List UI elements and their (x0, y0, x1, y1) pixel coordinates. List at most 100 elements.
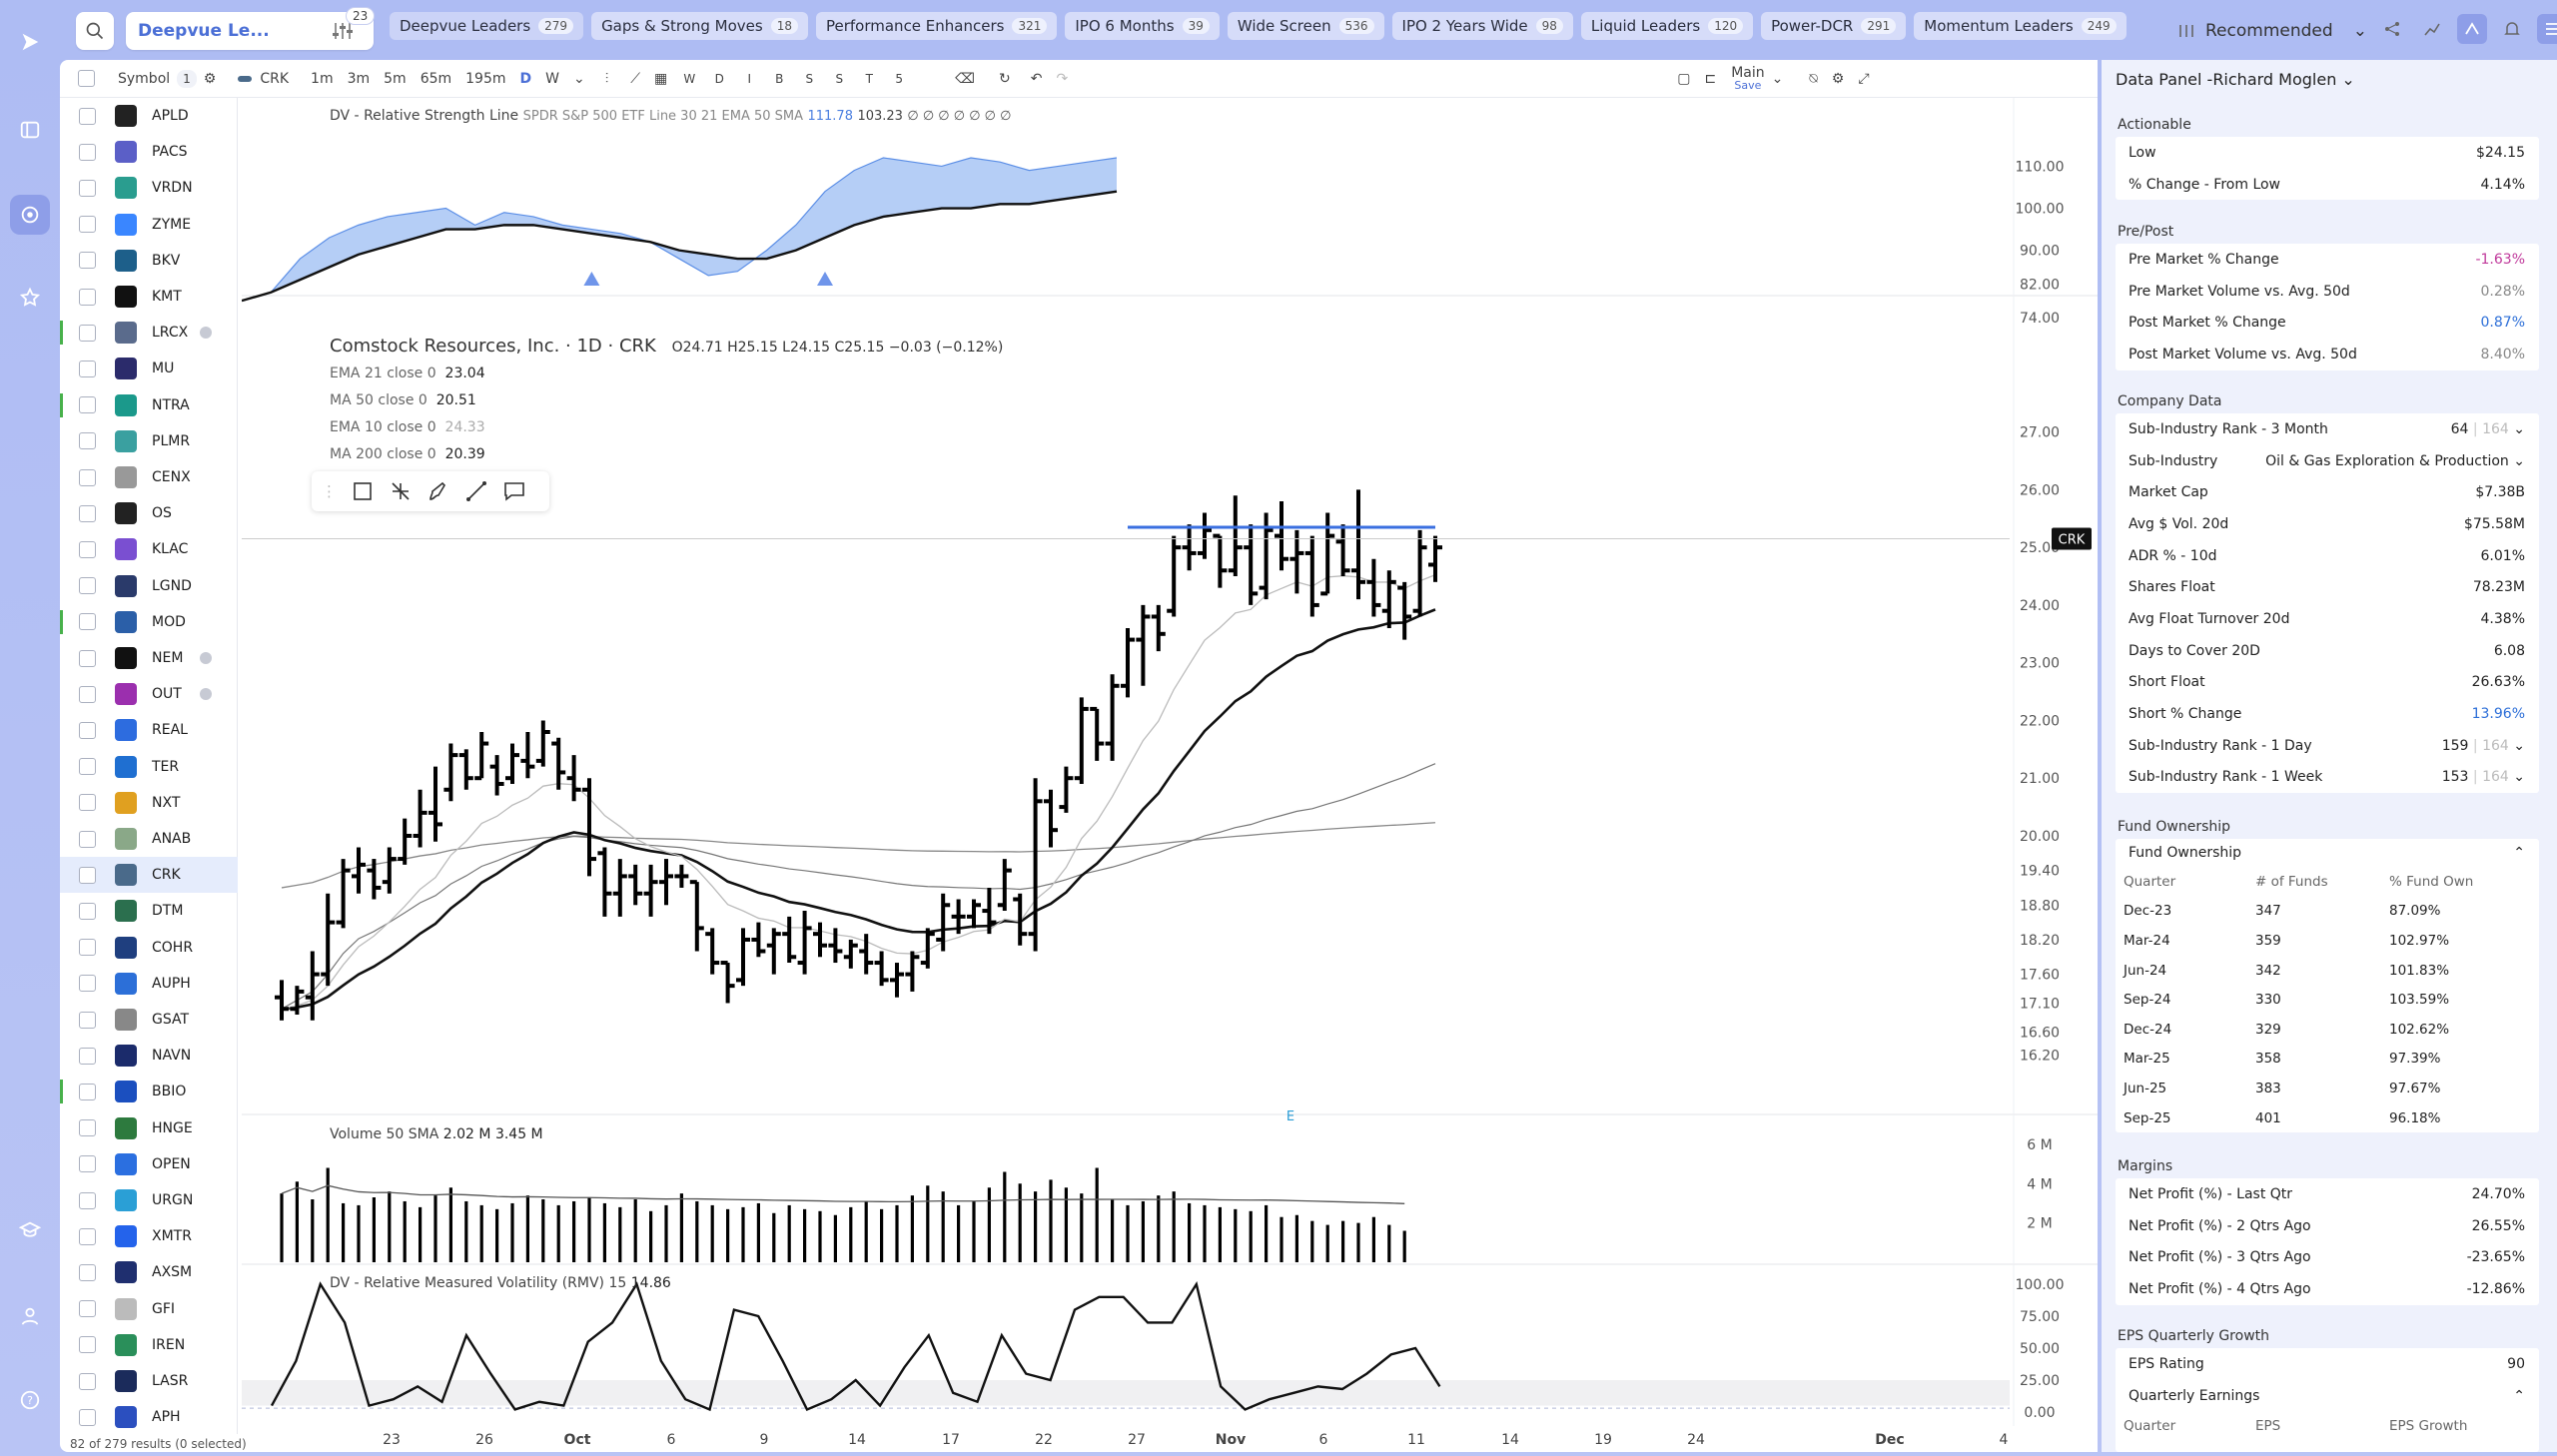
row-checkbox[interactable] (79, 324, 96, 342)
list-item[interactable]: OUT (60, 676, 238, 712)
list-item[interactable]: APLD (60, 98, 238, 134)
row-checkbox[interactable] (79, 1191, 96, 1209)
row-checkbox[interactable] (79, 143, 96, 161)
list-item[interactable]: TER (60, 749, 238, 785)
period-button[interactable]: I (747, 71, 752, 86)
row-checkbox[interactable] (79, 649, 96, 667)
sort-selector[interactable]: Recommended ⌄ (2177, 12, 2367, 50)
tab-power-dcr[interactable]: Power-DCR 291 (1761, 12, 1907, 40)
row-checkbox[interactable] (79, 1408, 96, 1426)
redo-icon[interactable]: ↷ (1056, 70, 1069, 87)
period-button[interactable]: S (805, 71, 814, 86)
interval-button[interactable]: 5m (384, 70, 407, 87)
tab-ipo-6-months[interactable]: IPO 6 Months 39 (1065, 12, 1220, 40)
play-logo-icon[interactable] (10, 22, 50, 62)
list-item[interactable]: ZYME (60, 207, 238, 243)
row-checkbox[interactable] (79, 685, 96, 703)
list-item[interactable]: APH (60, 1399, 238, 1435)
row-checkbox[interactable] (79, 252, 96, 270)
list-item[interactable]: DTM (60, 893, 238, 929)
list-item[interactable]: GSAT (60, 1002, 238, 1038)
list-view-icon[interactable] (2537, 14, 2557, 44)
list-item[interactable]: URGN (60, 1182, 238, 1218)
refresh-icon[interactable]: ↻ (999, 70, 1011, 87)
tab-gaps-strong-moves[interactable]: Gaps & Strong Moves 18 (591, 12, 808, 40)
chart-layout-icon[interactable] (2457, 14, 2487, 44)
list-item[interactable]: LGND (60, 568, 238, 604)
list-item[interactable]: GFI (60, 1291, 238, 1327)
layout-selector[interactable]: Main Save (1731, 66, 1764, 91)
tab-ipo-2-years-wide[interactable]: IPO 2 Years Wide 98 (1391, 12, 1573, 40)
list-item[interactable]: IREN (60, 1327, 238, 1363)
row-checkbox[interactable] (79, 975, 96, 993)
list-item[interactable]: LASR (60, 1363, 238, 1399)
list-item[interactable]: CRK (60, 857, 238, 894)
list-item[interactable]: BKV (60, 243, 238, 279)
data-panel-title[interactable]: Data Panel -Richard Moglen ⌄ (2116, 70, 2355, 89)
row-checkbox[interactable] (79, 1227, 96, 1245)
fund-ownership-toggle[interactable]: Fund Ownership ⌃ (2116, 839, 2539, 867)
row-checkbox[interactable] (79, 721, 96, 739)
list-item[interactable]: COHR (60, 930, 238, 966)
period-button[interactable]: S (835, 71, 844, 86)
interval-button[interactable]: 1m (311, 70, 334, 87)
drag-handle-icon[interactable]: ⋮ (322, 482, 337, 500)
row-checkbox[interactable] (79, 1336, 96, 1354)
list-item[interactable]: NXT (60, 785, 238, 821)
row-checkbox[interactable] (79, 1263, 96, 1281)
interval-button[interactable]: W (545, 70, 559, 87)
list-item[interactable]: PACS (60, 134, 238, 170)
list-item[interactable]: AXSM (60, 1254, 238, 1290)
share-icon[interactable] (2377, 14, 2407, 44)
list-item[interactable]: NAVN (60, 1038, 238, 1074)
row-checkbox[interactable] (79, 794, 96, 812)
comment-tool-icon[interactable] (502, 479, 526, 503)
row-checkbox[interactable] (79, 1155, 96, 1173)
alert-icon[interactable]: ⍉ (1809, 70, 1818, 87)
row-checkbox[interactable] (79, 360, 96, 377)
row-checkbox[interactable] (79, 396, 96, 414)
interval-button[interactable]: 3m (347, 70, 371, 87)
period-button[interactable]: 5 (895, 71, 904, 86)
row-checkbox[interactable] (79, 613, 96, 631)
list-item[interactable]: NEM (60, 640, 238, 676)
list-item[interactable]: OS (60, 495, 238, 531)
chart-type-icon[interactable]: ⟋ (630, 70, 641, 87)
list-item[interactable]: AUPH (60, 966, 238, 1002)
settings-icon[interactable]: ⚙ (1831, 70, 1845, 87)
row-checkbox[interactable] (79, 107, 96, 125)
symbol-column-header[interactable]: Symbol (118, 70, 171, 87)
undo-icon[interactable]: ↶ (1030, 70, 1043, 87)
tab-momentum-leaders[interactable]: Momentum Leaders 249 (1914, 12, 2127, 40)
layout-save[interactable]: Save (1734, 79, 1762, 92)
chevron-down-icon[interactable]: ⌄ (2508, 420, 2525, 437)
line-chart-icon[interactable] (2417, 14, 2447, 44)
list-item[interactable]: MU (60, 351, 238, 386)
gear-icon[interactable]: ⚙ (203, 70, 217, 87)
row-checkbox[interactable] (79, 1300, 96, 1318)
list-item[interactable]: XMTR (60, 1218, 238, 1254)
folder-icon[interactable]: ⊏ (1704, 70, 1717, 87)
row-checkbox[interactable] (79, 504, 96, 522)
tab-liquid-leaders[interactable]: Liquid Leaders 120 (1580, 12, 1754, 40)
row-checkbox[interactable] (79, 758, 96, 776)
fib-tool-icon[interactable] (389, 479, 413, 503)
chevron-down-icon[interactable]: ⌄ (2508, 452, 2525, 469)
education-icon[interactable] (10, 1210, 50, 1250)
eraser-icon[interactable]: ⌫ (955, 70, 976, 87)
list-item[interactable]: CENX (60, 459, 238, 495)
row-checkbox[interactable] (79, 1119, 96, 1137)
screener-icon[interactable] (10, 195, 50, 235)
list-item[interactable]: KMT (60, 279, 238, 315)
dashboard-icon[interactable] (10, 110, 50, 150)
row-checkbox[interactable] (79, 1083, 96, 1100)
period-button[interactable]: T (865, 71, 873, 86)
row-checkbox[interactable] (79, 1372, 96, 1390)
account-icon[interactable] (10, 1296, 50, 1336)
tab-performance-enhancers[interactable]: Performance Enhancers 321 (815, 12, 1058, 40)
row-checkbox[interactable] (79, 1047, 96, 1065)
tab-deepvue-leaders[interactable]: Deepvue Leaders 279 (390, 12, 584, 40)
row-checkbox[interactable] (79, 866, 96, 884)
layout-icon[interactable]: ▢ (1677, 70, 1691, 87)
list-item[interactable]: PLMR (60, 423, 238, 459)
